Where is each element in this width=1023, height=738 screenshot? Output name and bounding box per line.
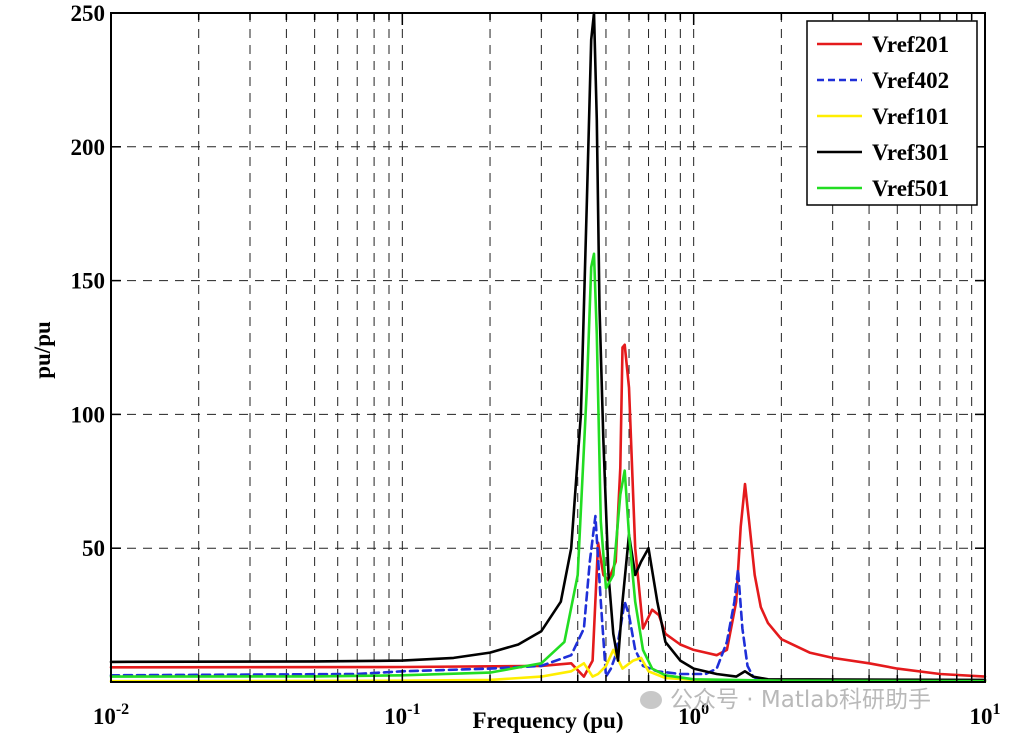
y-tick-label: 200 [71, 135, 106, 160]
x-tick-label: 10-1 [384, 701, 420, 729]
legend-box [806, 20, 978, 206]
legend-label: Vref402 [872, 68, 949, 93]
x-tick-label-exponent: -2 [116, 701, 129, 718]
x-tick-label-exponent: -1 [407, 701, 420, 718]
y-tick-label: 150 [71, 269, 106, 294]
legend-label: Vref501 [872, 176, 949, 201]
x-axis-title: Frequency (pu) [473, 708, 624, 733]
series-line-vref301 [109, 11, 987, 682]
grid-lines [111, 13, 985, 682]
x-tick-label-base: 10 [970, 704, 993, 729]
x-tick-labels: 10-2 10-1 100 101 [93, 701, 1001, 729]
watermark-text: 公众号 · Matlab科研助手 [670, 687, 931, 713]
series-line-vref402 [109, 514, 783, 683]
series-line-vref201 [109, 343, 987, 678]
y-tick-label: 100 [71, 402, 106, 427]
x-tick-label: 10-2 [93, 701, 129, 729]
legend-label: Vref301 [872, 140, 949, 165]
x-tick-label-base: 10 [93, 704, 116, 729]
legend: Vref201 Vref402 Vref101 Vref301 Vref501 [806, 20, 978, 206]
legend-label: Vref101 [872, 104, 949, 129]
plot-frame [110, 12, 986, 683]
x-tick-label: 100 [678, 701, 709, 729]
y-axis-title: pu/pu [30, 321, 55, 379]
y-tick-label: 50 [82, 536, 105, 561]
x-tick-label-base: 10 [678, 704, 701, 729]
axis-ticks [110, 12, 985, 682]
x-tick-label: 101 [970, 701, 1001, 729]
y-tick-label: 250 [71, 1, 106, 26]
x-tick-label-base: 10 [384, 704, 407, 729]
legend-label: Vref201 [872, 32, 949, 57]
watermark: 公众号 · Matlab科研助手 [640, 680, 931, 714]
wechat-icon [640, 691, 662, 709]
x-tick-label-exponent: 0 [701, 701, 709, 718]
y-tick-labels: 50 100 150 200 250 [71, 1, 106, 561]
x-tick-label-exponent: 1 [993, 701, 1001, 718]
series-line-vref501 [109, 252, 987, 683]
